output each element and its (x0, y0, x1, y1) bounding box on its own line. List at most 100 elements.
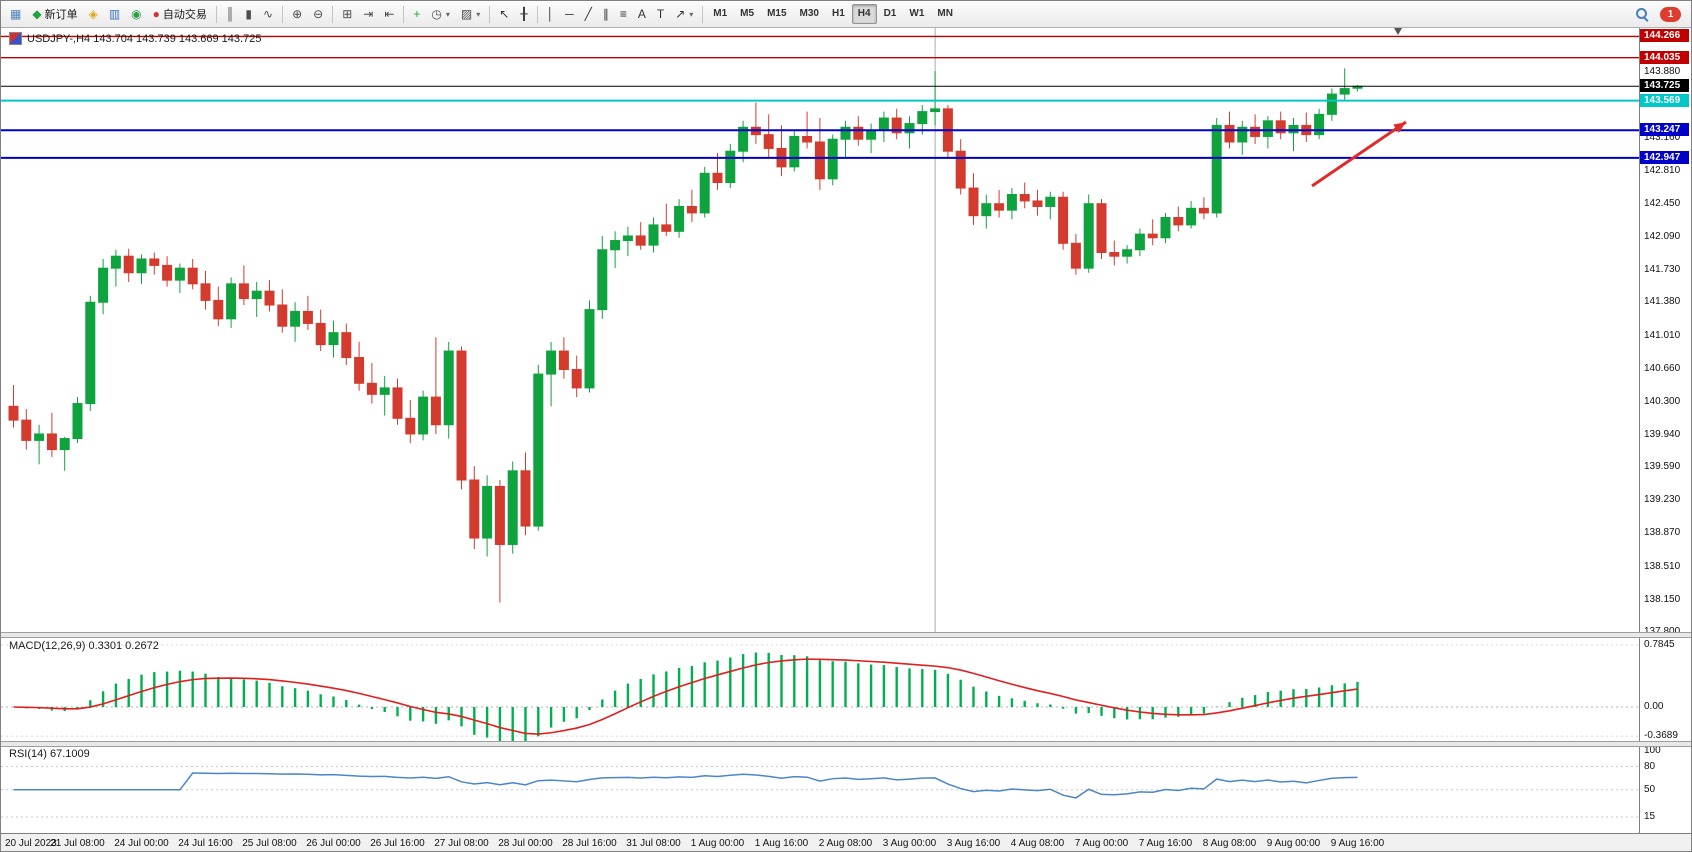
panel-splitter-macd-rsi[interactable] (1, 741, 1691, 747)
timeframe-d1-button[interactable]: D1 (883, 8, 897, 19)
candle-body (840, 126, 851, 140)
price-tick: 141.730 (1644, 264, 1681, 275)
price-tick: 142.810 (1644, 164, 1681, 176)
time-label: 9 Aug 16:00 (1330, 838, 1385, 849)
candle-body (1019, 193, 1030, 202)
candle-body (814, 141, 825, 180)
tile-windows-button[interactable]: ⊞ (337, 3, 357, 25)
candle-body (891, 117, 902, 134)
candle-body (85, 301, 96, 405)
price-level-tag: 143.569 (1640, 93, 1689, 107)
price-tick: 139.590 (1644, 461, 1681, 473)
candle-body (123, 255, 134, 274)
macd-tick: 0.00 (1644, 701, 1664, 712)
timeframe-m15-button[interactable]: M15 (767, 8, 787, 19)
toolbar-separator (702, 5, 704, 23)
candle-body (1134, 233, 1145, 251)
rsi-tick: 15 (1644, 810, 1656, 822)
candle-body (789, 135, 800, 168)
time-label: 7 Aug 16:00 (1138, 838, 1193, 849)
candle-body (379, 387, 390, 395)
candle-body (430, 396, 441, 426)
templates-button[interactable]: ▨ ▾ (456, 3, 485, 25)
candle-body (1122, 249, 1133, 257)
candle-body (1160, 217, 1171, 239)
chart-shift-button[interactable]: ⇤ (379, 3, 399, 25)
zoom-out-button[interactable]: ⊖ (308, 3, 328, 25)
trendline-icon: ╱ (584, 7, 592, 21)
line-chart-button[interactable]: ∿ (258, 3, 278, 25)
candle-body (546, 350, 557, 375)
chart-plot[interactable] (1, 27, 1692, 833)
candle-body (1058, 196, 1069, 244)
timeframe-w1-button[interactable]: W1 (909, 8, 925, 19)
timeframe-h4-button[interactable]: H4 (851, 4, 877, 24)
notification-badge[interactable]: 1 (1660, 6, 1681, 22)
trendline-button[interactable]: ╱ (580, 3, 597, 25)
timeframe-m1-button[interactable]: M1 (713, 8, 728, 19)
indicators-button[interactable]: + (408, 3, 425, 25)
timeframe-m30-button[interactable]: M30 (799, 8, 819, 19)
candle-body (584, 309, 595, 389)
candle-chart-button[interactable]: ▮ (240, 3, 257, 25)
mql5-market-button[interactable]: ◈ (84, 3, 103, 25)
price-tick: 138.510 (1644, 560, 1681, 572)
rsi-tick: 80 (1644, 760, 1656, 772)
candle-body (328, 332, 339, 346)
candle-body (418, 396, 429, 435)
bar-chart-button[interactable]: ║ (221, 3, 240, 25)
line-chart-icon: ∿ (263, 7, 274, 21)
candle-body (725, 150, 736, 184)
chevron-down-icon: ▾ (476, 9, 481, 19)
chart-shift-marker[interactable] (1394, 28, 1402, 35)
text-label-button[interactable]: T (652, 3, 669, 25)
trend-arrow-line[interactable] (1311, 120, 1407, 188)
auto-trading-button[interactable]: ● 自动交易 (148, 3, 212, 25)
candle-body (213, 299, 224, 320)
horizontal-line-button[interactable]: ─ (560, 3, 579, 25)
time-label: 2 Aug 08:00 (818, 838, 873, 849)
text-label-icon: T (656, 7, 665, 21)
candle-body (226, 283, 237, 320)
candle-body (866, 129, 877, 140)
new-order-icon: ◆ (32, 7, 42, 21)
time-label: 26 Jul 00:00 (306, 838, 361, 849)
candle-body (315, 322, 326, 346)
time-axis[interactable]: 20 Jul 2023 21 Jul 08:00 24 Jul 00:00 24 Ju… (1, 833, 1691, 851)
equidistant-channel-icon: ∥ (602, 7, 609, 21)
candle-body (1339, 88, 1350, 95)
search-icon[interactable] (1635, 7, 1650, 22)
text-button[interactable]: A (633, 3, 651, 25)
price-tick: 142.450 (1644, 197, 1681, 209)
trend-arrow-head[interactable] (1393, 122, 1406, 133)
candle-body (1109, 252, 1120, 257)
new-order-button[interactable]: ◆ 新订单 (27, 3, 82, 25)
chart-window[interactable]: USDJPY-,H4 143.704 143.739 143.669 143.7… (1, 27, 1691, 851)
chevron-down-icon: ▾ (445, 9, 450, 19)
auto-trading-icon: ● (152, 7, 160, 21)
price-axis[interactable]: 143.880143.520143.160142.810142.450142.0… (1639, 27, 1691, 851)
arrows-button[interactable]: ↗ ▾ (670, 3, 698, 25)
zoom-in-button[interactable]: ⊕ (287, 3, 307, 25)
auto-scroll-button[interactable]: ⇥ (358, 3, 378, 25)
candle-body (277, 304, 288, 327)
candle-body (648, 224, 659, 246)
panel-splitter-main-macd[interactable] (1, 632, 1691, 638)
cursor-button[interactable]: ↖ (494, 3, 514, 25)
candle-body (1288, 124, 1299, 134)
timeframe-h1-button[interactable]: H1 (831, 8, 845, 19)
vertical-line-button[interactable]: │ (542, 3, 560, 25)
crosshair-button[interactable]: ╂ (515, 3, 532, 25)
candle-body (533, 373, 544, 527)
community-button[interactable]: ◉ (126, 3, 146, 25)
charts-cycle-button[interactable]: ▥ (104, 3, 125, 25)
candle-body (1211, 124, 1222, 214)
equidistant-channel-button[interactable]: ∥ (598, 3, 614, 25)
timeframe-m5-button[interactable]: M5 (740, 8, 755, 19)
timeframe-mn-button[interactable]: MN (937, 8, 953, 19)
new-chart-button[interactable]: ▦ (5, 3, 26, 25)
fibonacci-button[interactable]: ≡ (615, 3, 632, 25)
periods-button[interactable]: ◷ ▾ (426, 3, 455, 25)
time-label: 28 Jul 00:00 (498, 838, 553, 849)
time-label: 9 Aug 00:00 (1266, 838, 1321, 849)
